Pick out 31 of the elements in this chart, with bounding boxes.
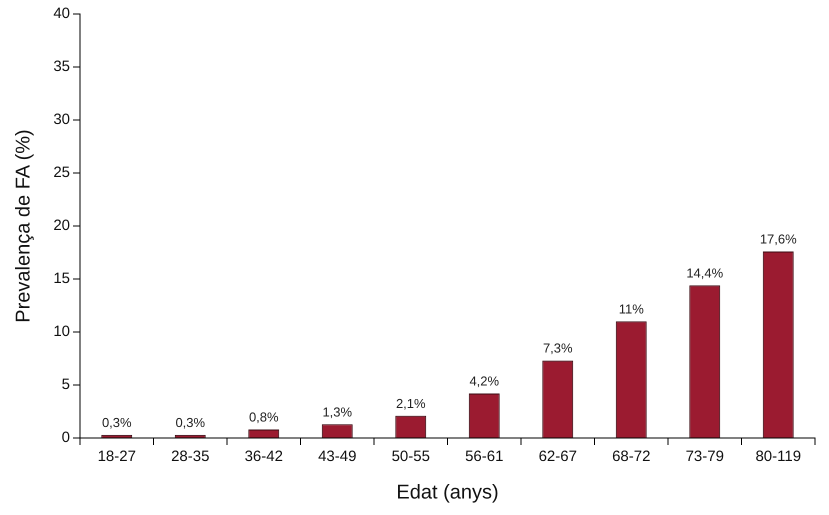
data-label: 14,4% bbox=[686, 265, 724, 280]
x-tick-label: 68-72 bbox=[612, 448, 650, 466]
x-tick-label: 62-67 bbox=[538, 448, 577, 466]
x-tick-label: 36-42 bbox=[244, 448, 283, 466]
x-tick-label: 56-61 bbox=[465, 448, 504, 466]
x-tick-label: 43-49 bbox=[318, 448, 356, 466]
y-axis-title: Prevalença de FA (%) bbox=[12, 129, 35, 323]
y-tick-label: 0 bbox=[62, 429, 70, 446]
y-tick-label: 20 bbox=[53, 217, 70, 234]
data-label: 1,3% bbox=[322, 404, 352, 420]
x-tick-label: 50-55 bbox=[392, 448, 430, 466]
data-label: 0,3% bbox=[175, 414, 206, 430]
y-tick-label: 25 bbox=[53, 164, 70, 182]
y-tick-label: 40 bbox=[53, 5, 70, 22]
x-tick-label: 28-35 bbox=[171, 448, 210, 466]
y-tick-label: 10 bbox=[53, 323, 70, 340]
data-label: 11% bbox=[618, 301, 644, 316]
x-tick-label: 80-119 bbox=[755, 448, 802, 466]
y-tick-label: 5 bbox=[62, 376, 70, 394]
x-tick-label: 18-27 bbox=[98, 448, 136, 466]
y-tick-label: 30 bbox=[53, 111, 70, 128]
data-label: 0,8% bbox=[248, 410, 279, 425]
data-label: 4,2% bbox=[469, 374, 500, 389]
data-label: 17,6% bbox=[760, 232, 798, 247]
data-label: 0,3% bbox=[102, 414, 132, 430]
y-tick-label: 15 bbox=[53, 270, 70, 288]
data-label: 7,3% bbox=[542, 340, 573, 356]
x-tick-label: 73-79 bbox=[686, 448, 724, 466]
x-axis-title: Edat (anys) bbox=[396, 482, 499, 504]
data-label: 2,1% bbox=[396, 396, 426, 411]
y-tick-label: 35 bbox=[53, 58, 70, 76]
